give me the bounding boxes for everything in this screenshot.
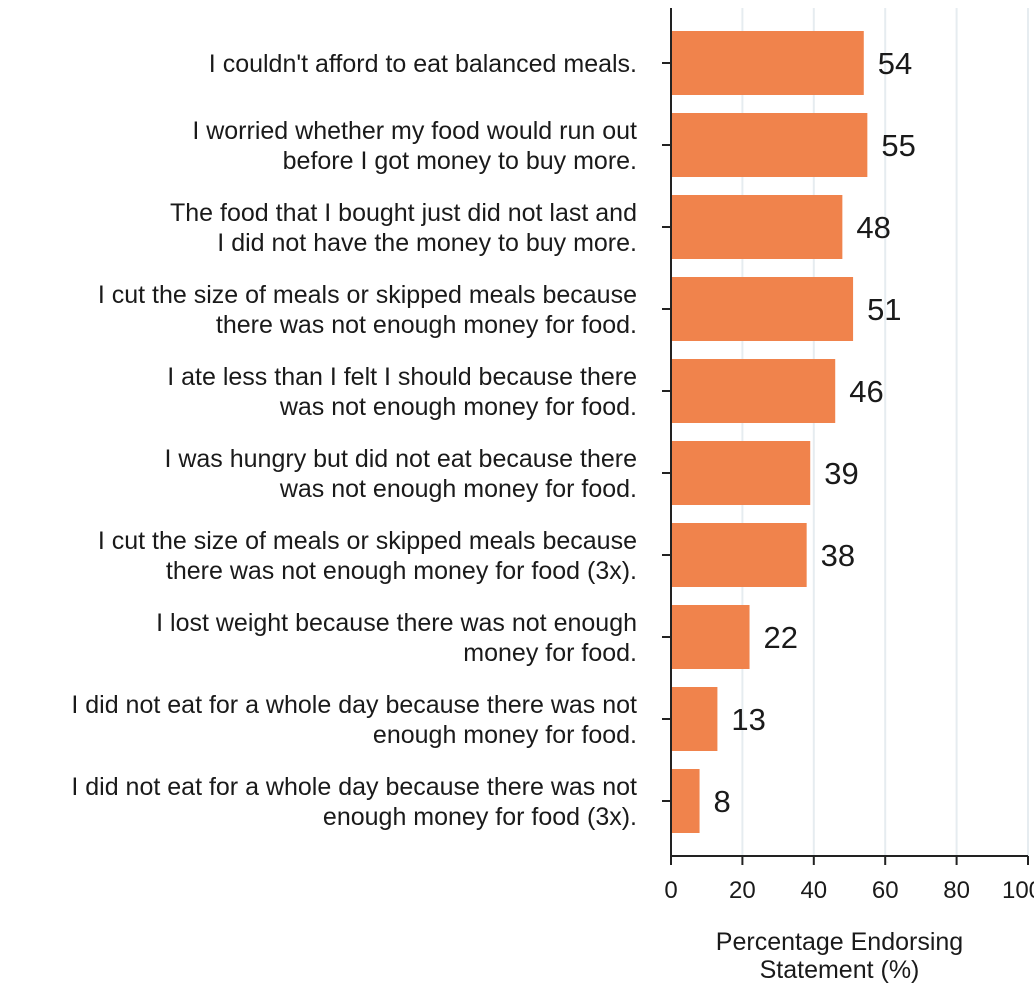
bar [671,769,700,833]
value-label: 48 [856,210,890,245]
bar [671,113,868,177]
value-label: 54 [878,46,912,81]
category-label: I worried whether my food would run out b… [192,117,637,175]
category-label: I cut the size of meals or skipped meals… [98,281,637,339]
x-tick-label: 100 [1002,877,1034,904]
category-label: I ate less than I felt I should because … [167,363,637,421]
x-tick-label: 60 [872,877,899,904]
value-labels: 54 55 48 51 46 39 38 22 13 8 [714,46,916,819]
x-tick-label: 0 [664,877,677,904]
x-axis-title: Percentage Endorsing Statement (%) [716,928,963,984]
x-tick-label: 80 [943,877,970,904]
bar [671,687,718,751]
category-label: I did not eat for a whole day because th… [71,691,637,749]
x-tick-labels: 0 20 40 60 80 100 [664,877,1034,904]
category-label: I lost weight because there was not enou… [156,609,637,667]
x-tick-label: 40 [800,877,827,904]
bar [671,359,836,423]
category-label: I cut the size of meals or skipped meals… [98,527,637,585]
category-label: I did not eat for a whole day because th… [71,773,637,831]
bar [671,441,811,505]
axes [662,8,1029,865]
bar [671,605,750,669]
value-label: 38 [821,538,855,573]
value-label: 46 [849,374,883,409]
category-label: The food that I bought just did not last… [170,199,637,257]
category-label: I was hungry but did not eat because the… [164,445,637,503]
value-label: 13 [731,702,765,737]
bars [671,31,868,833]
bar [671,277,854,341]
category-label: I couldn't afford to eat balanced meals. [209,50,637,78]
value-label: 22 [764,620,798,655]
value-label: 55 [881,128,915,163]
bar [671,523,807,587]
x-axis-title: Percentage Endorsing Statement (%) [716,928,963,984]
value-label: 51 [867,292,901,327]
x-tick-label: 20 [729,877,756,904]
bar [671,195,843,259]
bar [671,31,864,95]
value-label: 8 [714,784,731,819]
category-labels: I couldn't afford to eat balanced meals.… [71,50,637,831]
value-label: 39 [824,456,858,491]
